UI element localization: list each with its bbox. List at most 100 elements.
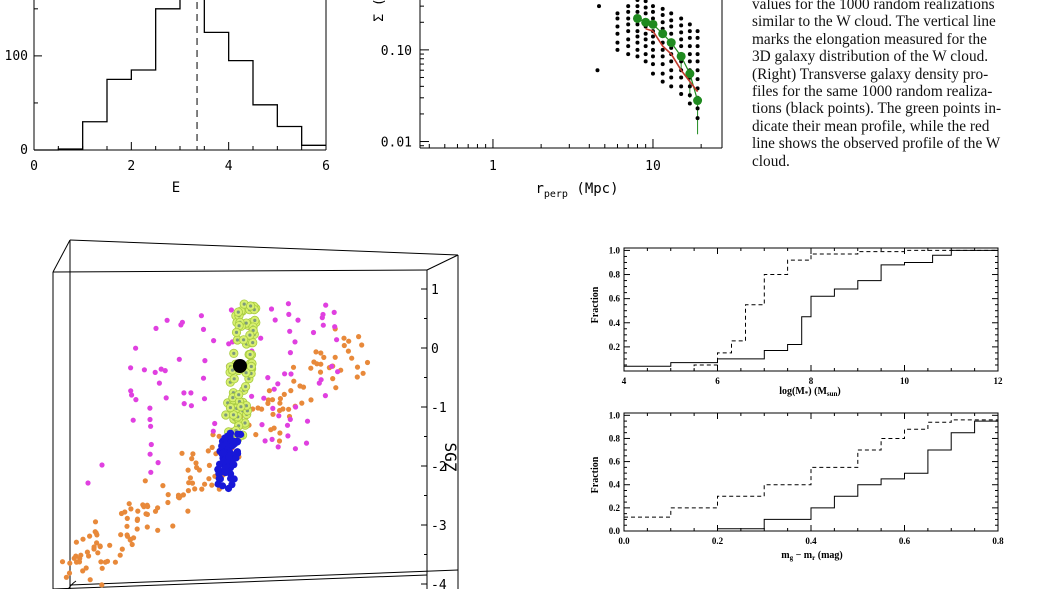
magenta-galaxy xyxy=(284,422,291,428)
orange-galaxy xyxy=(94,540,100,546)
random-realization-point xyxy=(597,4,602,9)
magenta-galaxy xyxy=(259,422,265,428)
magenta-galaxy xyxy=(128,365,134,371)
orange-galaxy xyxy=(190,451,196,457)
magenta-galaxy xyxy=(276,413,282,419)
filament-core xyxy=(231,396,235,400)
filament-core xyxy=(244,371,248,375)
magenta-galaxy xyxy=(323,302,329,308)
orange-galaxy xyxy=(126,501,132,507)
magenta-galaxy xyxy=(153,325,159,331)
orange-galaxy xyxy=(97,543,103,549)
filament-core xyxy=(224,413,228,417)
random-realization-point xyxy=(626,52,631,57)
magenta-galaxy xyxy=(200,375,207,381)
random-realization-point xyxy=(615,24,620,29)
blue-galaxy xyxy=(218,442,226,450)
random-realization-point xyxy=(669,31,674,36)
histogram-x-tick-label: 4 xyxy=(225,159,233,174)
random-realization-point xyxy=(679,84,684,89)
cdf-y-tick-label: 0.4 xyxy=(609,318,621,328)
profile-x-tick-label: 1 xyxy=(489,159,497,174)
filament-core xyxy=(242,302,246,306)
figure-caption: values for the 1000 random realizations … xyxy=(752,0,1042,170)
orange-galaxy xyxy=(199,486,205,492)
cdf-x-tick-label: 0.8 xyxy=(992,536,1004,546)
filament-core xyxy=(230,368,235,372)
magenta-galaxy xyxy=(181,401,187,407)
mean-profile-point xyxy=(641,17,651,27)
filament-core xyxy=(232,377,236,381)
random-realization-point xyxy=(687,29,692,34)
caption-line: cloud. xyxy=(752,152,790,170)
random-realization-point xyxy=(626,4,631,9)
cdf-x-tick-label: 8 xyxy=(809,376,814,386)
magenta-galaxy xyxy=(335,369,341,375)
magenta-galaxy xyxy=(269,436,275,442)
cdf-solid-series xyxy=(624,249,998,367)
filament-core xyxy=(244,404,248,408)
orange-galaxy xyxy=(129,541,135,548)
filament-core xyxy=(248,333,252,337)
orange-galaxy xyxy=(206,462,212,468)
random-realization-point xyxy=(615,16,620,21)
magenta-galaxy xyxy=(158,366,164,372)
magenta-galaxy xyxy=(332,324,338,330)
orange-galaxy xyxy=(73,559,80,565)
sgz-tick-label: -2 xyxy=(431,460,447,475)
blue-galaxy xyxy=(226,429,235,437)
random-realization-point xyxy=(679,30,684,35)
cdf-y-tick-label: 0.2 xyxy=(609,342,621,352)
galaxy-3d-distribution: 1 0 -1 -2 -3 -4 SGZ xyxy=(52,239,460,589)
filament-core xyxy=(244,385,248,389)
random-realization-point xyxy=(650,9,655,14)
random-realization-point xyxy=(635,0,640,3)
orange-galaxy xyxy=(345,348,351,354)
orange-galaxy xyxy=(142,478,148,484)
color-cdf-y-label: Fraction xyxy=(590,456,601,493)
filament-core xyxy=(244,321,248,325)
random-realization-point xyxy=(695,59,700,64)
orange-galaxy xyxy=(216,433,222,439)
orange-galaxy xyxy=(124,515,130,521)
random-realization-point xyxy=(669,18,674,23)
orange-galaxy xyxy=(277,430,283,436)
orange-galaxy xyxy=(276,438,283,444)
cdf-y-tick-label: 1.0 xyxy=(609,245,621,255)
magenta-galaxy xyxy=(179,319,185,325)
random-realization-point xyxy=(643,11,648,16)
blue-galaxy xyxy=(225,452,233,460)
magenta-galaxy xyxy=(156,380,162,386)
caption-line: marks the elongation measured for the xyxy=(752,30,987,48)
random-realization-point xyxy=(660,54,665,59)
random-realization-point xyxy=(687,44,692,49)
3d-bounding-box xyxy=(52,239,459,589)
orange-galaxy xyxy=(92,519,99,525)
filament-core xyxy=(235,338,239,342)
orange-galaxy xyxy=(313,349,319,355)
orange-galaxy xyxy=(185,488,191,494)
magenta-galaxy xyxy=(304,418,311,424)
orange-galaxy xyxy=(135,508,141,514)
magenta-galaxy xyxy=(202,358,208,364)
magenta-galaxy xyxy=(147,416,153,423)
magenta-galaxy xyxy=(249,393,255,399)
elongation-histogram: 0 2 4 6 0 100 E xyxy=(5,0,330,196)
cdf-dashed-series xyxy=(624,415,999,518)
orange-galaxy xyxy=(87,577,93,583)
galaxy-points xyxy=(59,299,371,589)
orange-galaxy xyxy=(253,432,259,438)
cdf-x-tick-label: 4 xyxy=(622,376,627,386)
filament-core xyxy=(236,310,240,314)
random-realization-point xyxy=(695,116,700,121)
magenta-galaxy xyxy=(287,416,293,422)
orange-galaxy xyxy=(95,550,101,556)
magenta-galaxy xyxy=(258,335,264,341)
magenta-galaxy xyxy=(155,460,161,466)
blue-galaxy xyxy=(216,475,224,483)
magenta-galaxy xyxy=(99,462,105,468)
random-realization-point xyxy=(643,31,648,36)
blue-galaxy xyxy=(221,434,229,442)
orange-galaxy xyxy=(165,492,171,498)
random-realization-point xyxy=(635,29,640,34)
